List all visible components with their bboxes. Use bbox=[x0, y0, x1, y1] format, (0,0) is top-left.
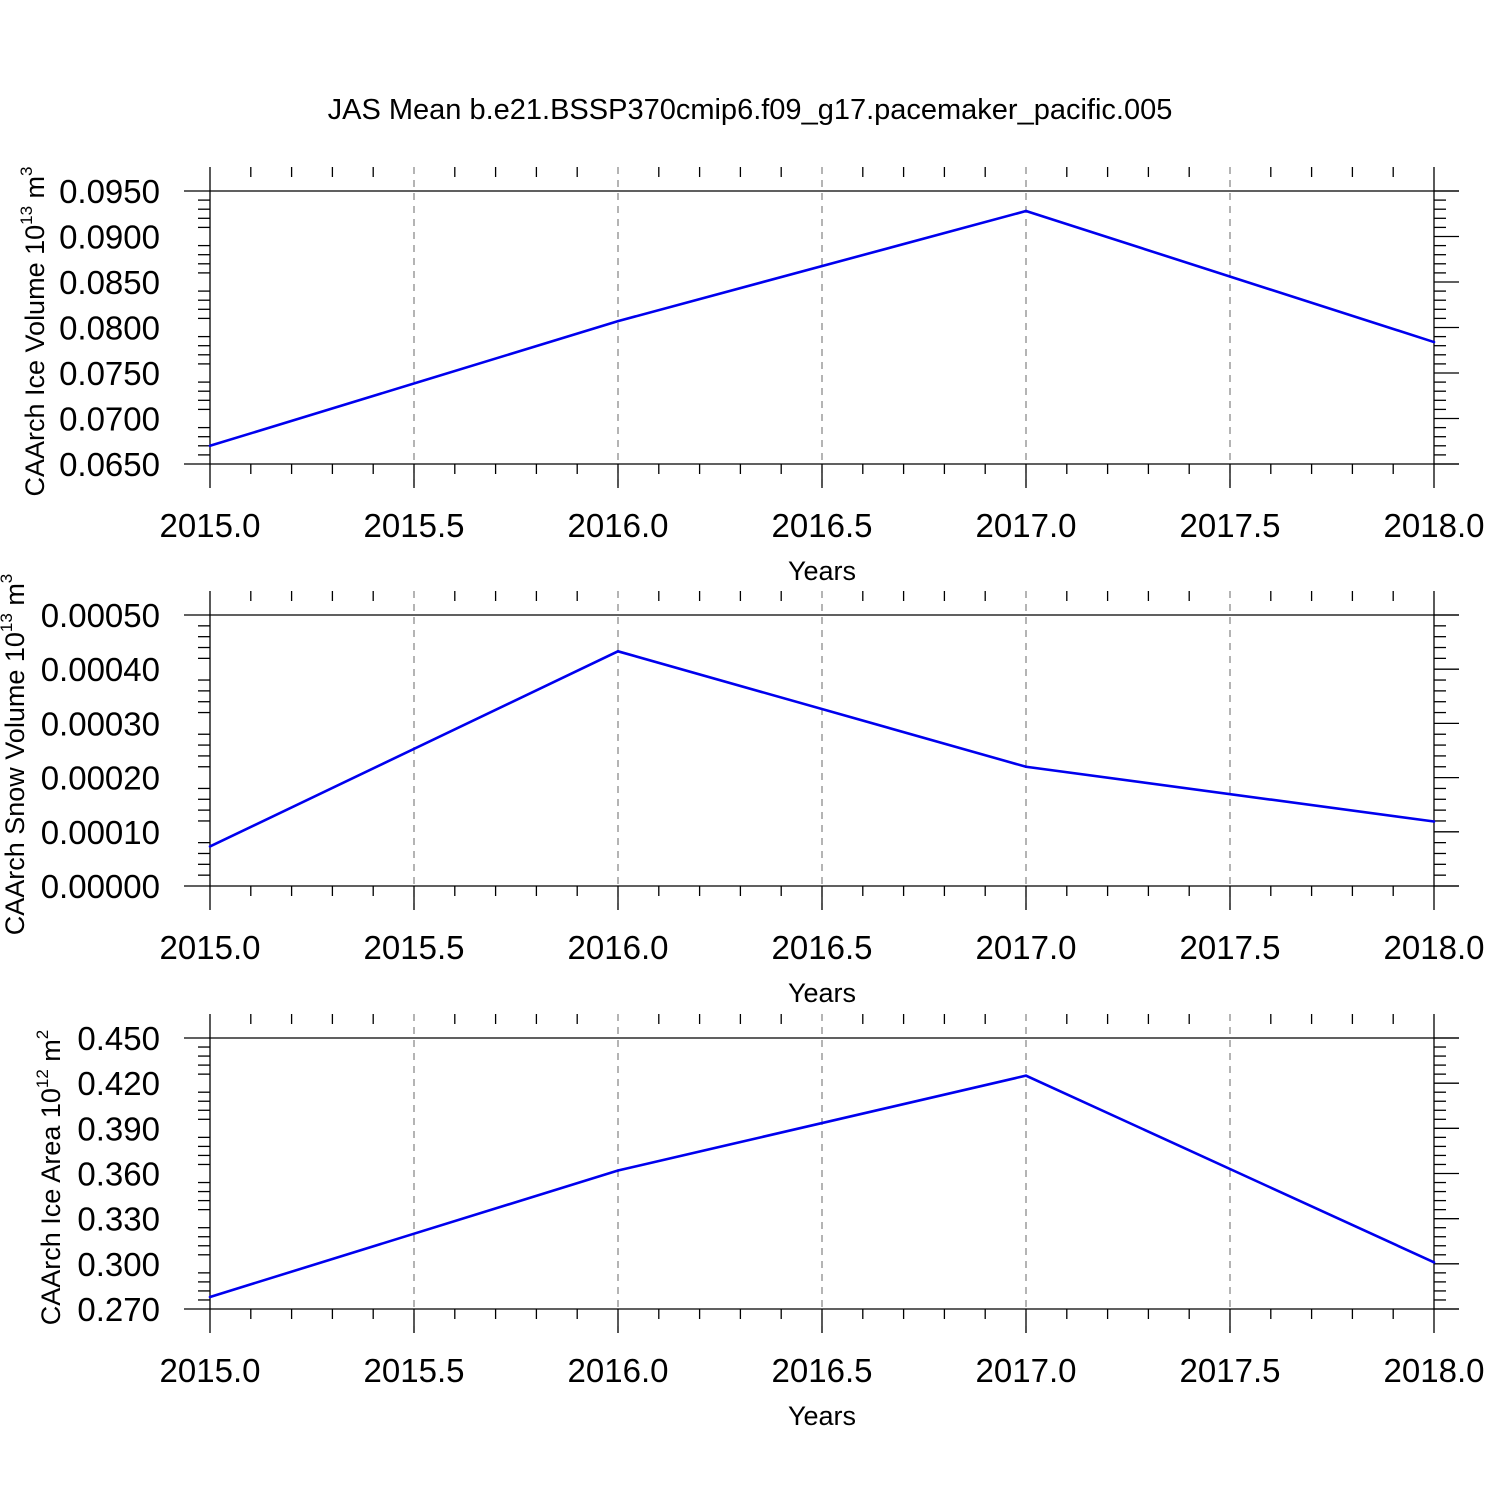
x-tick-label: 2018.0 bbox=[1384, 507, 1485, 544]
x-tick-label: 2015.0 bbox=[160, 507, 261, 544]
y-axis-title: CAArch Ice Volume 1013 m3 bbox=[17, 166, 50, 496]
panel-2: 2015.0 2015.5 2016.0 2016.5 2017.0 2017.5 2018… bbox=[0, 574, 1484, 1008]
y-tick-label: 0.0750 bbox=[59, 355, 160, 392]
y-tick-label: 0.360 bbox=[77, 1156, 160, 1193]
y-tick-label: 0.390 bbox=[77, 1110, 160, 1147]
y-tick-label: 0.00020 bbox=[41, 760, 160, 797]
data-point bbox=[1432, 820, 1436, 823]
y-tick-label: 0.420 bbox=[77, 1065, 160, 1102]
y-tick-label: 0.0800 bbox=[59, 310, 160, 347]
data-point bbox=[616, 650, 620, 653]
y-tick-label: 0.00030 bbox=[41, 705, 160, 742]
x-tick-label: 2016.0 bbox=[568, 929, 669, 966]
y-tick-label: 0.270 bbox=[77, 1291, 160, 1328]
x-tick-label: 2016.0 bbox=[568, 1352, 669, 1389]
y-tick-label: 0.00010 bbox=[41, 814, 160, 851]
x-tick-label: 2017.0 bbox=[976, 1352, 1077, 1389]
x-tick-label: 2015.5 bbox=[364, 929, 465, 966]
x-tick-label: 2017.5 bbox=[1180, 929, 1281, 966]
panel-3: 2015.0 2015.5 2016.0 2016.5 2017.0 2017.5 2018… bbox=[33, 1014, 1484, 1431]
x-tick-label: 2017.0 bbox=[976, 507, 1077, 544]
data-point bbox=[616, 1169, 620, 1172]
x-tick-label: 2015.0 bbox=[160, 929, 261, 966]
panel-1: 2015.0 2015.5 2016.0 2016.5 2017.0 2017.5 2018… bbox=[17, 166, 1484, 586]
x-tick-label: 2015.5 bbox=[364, 1352, 465, 1389]
data-point bbox=[208, 1295, 212, 1299]
x-tick-label: 2017.5 bbox=[1180, 507, 1281, 544]
data-point bbox=[1024, 209, 1028, 213]
x-tick-label: 2016.5 bbox=[772, 507, 873, 544]
x-tick-label: 2015.5 bbox=[364, 507, 465, 544]
x-axis-title: Years bbox=[788, 556, 856, 586]
data-point bbox=[208, 444, 212, 448]
data-point bbox=[1432, 1261, 1436, 1264]
data-point bbox=[616, 319, 620, 323]
x-tick-label: 2016.0 bbox=[568, 507, 669, 544]
y-tick-label: 0.450 bbox=[77, 1020, 160, 1057]
x-tick-label: 2018.0 bbox=[1384, 1352, 1485, 1389]
x-tick-label: 2015.0 bbox=[160, 1352, 261, 1389]
x-tick-label: 2018.0 bbox=[1384, 929, 1485, 966]
y-tick-label: 0.00040 bbox=[41, 651, 160, 688]
y-axis-title: CAArch Snow Volume 1013 m3 bbox=[0, 574, 30, 936]
x-tick-label: 2017.0 bbox=[976, 929, 1077, 966]
y-tick-label: 0.0700 bbox=[59, 401, 160, 438]
x-tick-label: 2017.5 bbox=[1180, 1352, 1281, 1389]
y-tick-label: 0.0850 bbox=[59, 264, 160, 301]
x-axis-title: Years bbox=[788, 1401, 856, 1431]
y-axis-title: CAArch Ice Area 1012 m2 bbox=[33, 1030, 66, 1326]
y-tick-label: 0.0900 bbox=[59, 219, 160, 256]
chart-title: JAS Mean b.e21.BSSP370cmip6.f09_g17.pace… bbox=[328, 94, 1173, 126]
x-axis-title: Years bbox=[788, 978, 856, 1008]
y-tick-label: 0.300 bbox=[77, 1246, 160, 1283]
y-tick-label: 0.330 bbox=[77, 1201, 160, 1238]
y-tick-label: 0.00050 bbox=[41, 597, 160, 634]
y-tick-label: 0.00000 bbox=[41, 868, 160, 905]
y-tick-label: 0.0950 bbox=[59, 173, 160, 210]
y-tick-label: 0.0650 bbox=[59, 446, 160, 483]
series-line-1 bbox=[209, 1074, 1435, 1299]
data-point bbox=[1432, 340, 1436, 344]
series-line-1 bbox=[209, 649, 1435, 848]
x-tick-label: 2016.5 bbox=[772, 1352, 873, 1389]
data-point bbox=[1024, 1074, 1028, 1077]
series-line-1 bbox=[209, 209, 1435, 448]
data-point bbox=[208, 845, 212, 848]
data-point bbox=[1024, 765, 1028, 769]
x-tick-label: 2016.5 bbox=[772, 929, 873, 966]
